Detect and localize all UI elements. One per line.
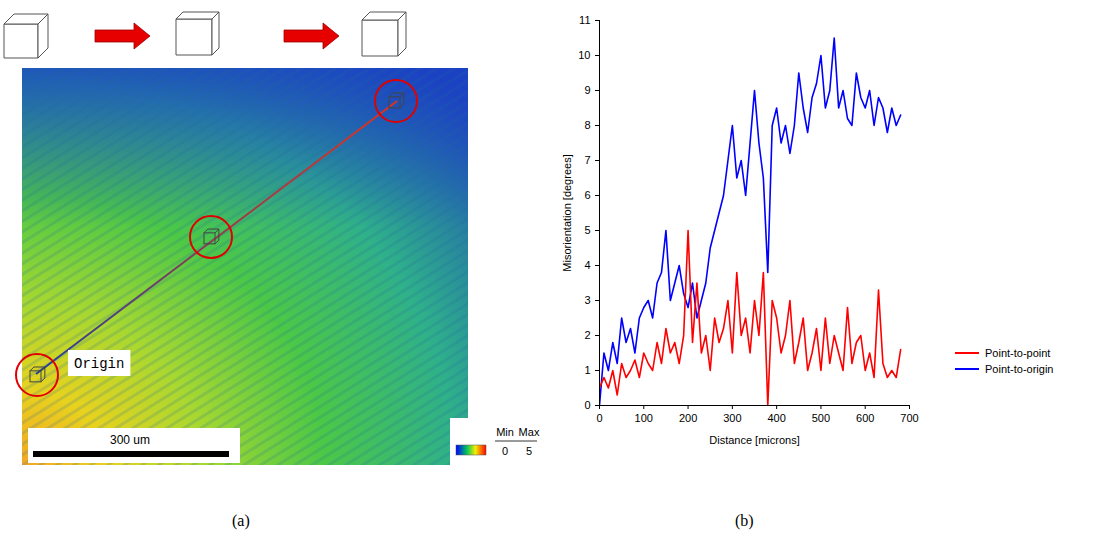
svg-text:10: 10: [578, 49, 590, 61]
svg-text:0: 0: [596, 412, 602, 424]
svg-text:300: 300: [723, 412, 741, 424]
svg-text:5: 5: [584, 224, 590, 236]
svg-text:Misorientation [degrees]: Misorientation [degrees]: [561, 154, 573, 271]
html-text:(b): (b): [735, 512, 754, 529]
svg-text:200: 200: [679, 412, 697, 424]
svg-text:300 um: 300 um: [110, 433, 150, 447]
svg-text:0: 0: [584, 399, 590, 411]
svg-text:700: 700: [900, 412, 918, 424]
svg-text:0: 0: [502, 445, 508, 457]
html-text:Point-to-origin: Point-to-origin: [985, 363, 1054, 375]
svg-text:4: 4: [584, 259, 590, 271]
svg-text:100: 100: [635, 412, 653, 424]
svg-text:3: 3: [584, 294, 590, 306]
svg-text:1: 1: [584, 364, 590, 376]
svg-text:Max: Max: [519, 426, 540, 438]
svg-text:Distance [microns]: Distance [microns]: [709, 434, 799, 446]
svg-text:400: 400: [767, 412, 785, 424]
svg-text:5: 5: [526, 445, 532, 457]
svg-text:600: 600: [856, 412, 874, 424]
svg-text:Origin: Origin: [74, 356, 124, 372]
svg-text:9: 9: [584, 84, 590, 96]
svg-text:2: 2: [584, 329, 590, 341]
svg-text:Min: Min: [496, 426, 514, 438]
svg-text:6: 6: [584, 189, 590, 201]
svg-text:500: 500: [812, 412, 830, 424]
svg-text:8: 8: [584, 119, 590, 131]
svg-text:7: 7: [584, 154, 590, 166]
html-text:(a): (a): [232, 512, 250, 529]
html-text:Point-to-point: Point-to-point: [985, 347, 1051, 359]
svg-text:11: 11: [579, 14, 590, 26]
